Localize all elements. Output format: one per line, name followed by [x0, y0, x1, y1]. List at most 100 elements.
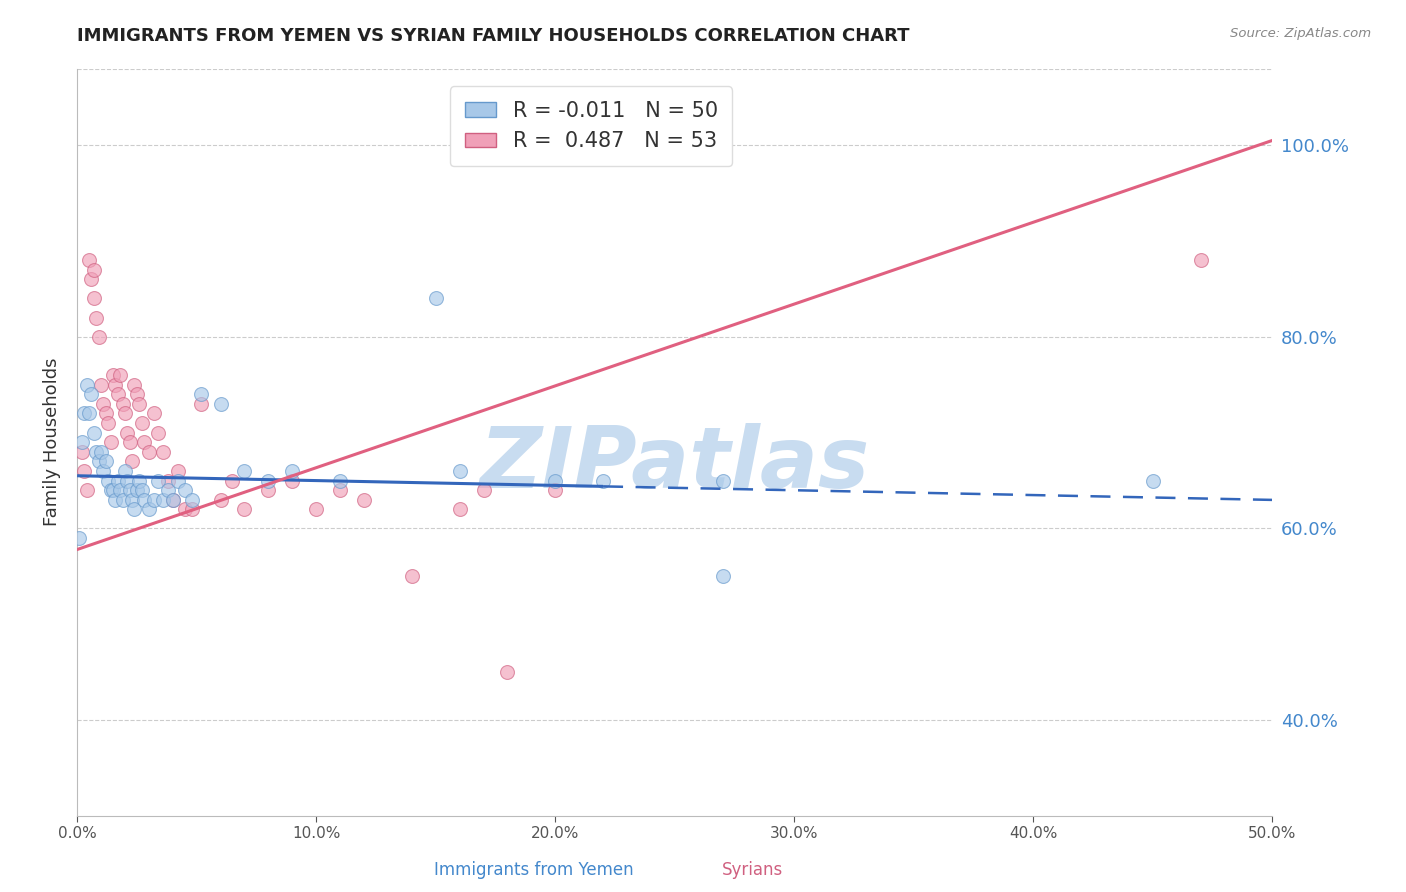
Point	[425, 292, 447, 306]
Point	[472, 483, 495, 497]
Point	[329, 483, 352, 497]
Point	[83, 425, 105, 440]
Point	[94, 407, 117, 421]
Y-axis label: Family Households: Family Households	[44, 358, 60, 526]
Point	[329, 474, 352, 488]
Point	[156, 474, 179, 488]
Point	[108, 483, 131, 497]
Point	[101, 368, 124, 383]
Point	[124, 502, 146, 516]
Point	[152, 444, 174, 458]
Point	[138, 502, 160, 516]
Point	[83, 292, 105, 306]
Legend: R = -0.011   N = 50, R =  0.487   N = 53: R = -0.011 N = 50, R = 0.487 N = 53	[450, 87, 733, 166]
Point	[80, 387, 103, 401]
Point	[711, 474, 734, 488]
Point	[125, 387, 148, 401]
Point	[108, 368, 131, 383]
Point	[76, 377, 98, 392]
Point	[100, 483, 122, 497]
Point	[104, 492, 127, 507]
Point	[142, 492, 165, 507]
Point	[100, 435, 122, 450]
Point	[221, 474, 243, 488]
Point	[353, 492, 375, 507]
Point	[114, 407, 136, 421]
Point	[73, 407, 96, 421]
Point	[162, 492, 184, 507]
Point	[76, 483, 98, 497]
Text: Syrians: Syrians	[721, 861, 783, 879]
Point	[173, 483, 195, 497]
Point	[449, 464, 471, 478]
Point	[87, 454, 110, 468]
Point	[190, 387, 212, 401]
Point	[80, 272, 103, 286]
Point	[117, 474, 139, 488]
Point	[544, 483, 567, 497]
Point	[111, 492, 134, 507]
Point	[121, 454, 143, 468]
Point	[180, 502, 202, 516]
Point	[114, 464, 136, 478]
Point	[97, 474, 120, 488]
Point	[128, 474, 150, 488]
Point	[107, 387, 129, 401]
Point	[1142, 474, 1164, 488]
Point	[70, 435, 93, 450]
Point	[118, 435, 141, 450]
Point	[711, 569, 734, 583]
Point	[209, 492, 232, 507]
Point	[132, 492, 155, 507]
Point	[257, 483, 280, 497]
Point	[84, 444, 107, 458]
Point	[472, 128, 495, 143]
Point	[83, 262, 105, 277]
Point	[128, 397, 150, 411]
Point	[148, 474, 170, 488]
Point	[592, 474, 614, 488]
Point	[104, 377, 127, 392]
Point	[305, 502, 328, 516]
Point	[401, 569, 423, 583]
Point	[77, 253, 100, 268]
Point	[173, 502, 195, 516]
Point	[544, 474, 567, 488]
Point	[209, 397, 232, 411]
Point	[107, 474, 129, 488]
Point	[1189, 253, 1212, 268]
Point	[111, 397, 134, 411]
Point	[131, 483, 153, 497]
Point	[166, 464, 188, 478]
Point	[233, 464, 256, 478]
Point	[496, 665, 519, 680]
Point	[93, 397, 115, 411]
Point	[124, 377, 146, 392]
Point	[138, 444, 160, 458]
Point	[90, 377, 112, 392]
Point	[69, 531, 91, 545]
Point	[90, 444, 112, 458]
Point	[162, 492, 184, 507]
Point	[73, 464, 96, 478]
Point	[101, 483, 124, 497]
Point	[233, 502, 256, 516]
Point	[121, 492, 143, 507]
Point	[156, 483, 179, 497]
Point	[281, 464, 304, 478]
Point	[142, 407, 165, 421]
Point	[281, 474, 304, 488]
Point	[94, 454, 117, 468]
Point	[125, 483, 148, 497]
Point	[132, 435, 155, 450]
Point	[131, 416, 153, 430]
Text: ZIPatlas: ZIPatlas	[479, 423, 870, 506]
Point	[118, 483, 141, 497]
Point	[152, 492, 174, 507]
Text: Immigrants from Yemen: Immigrants from Yemen	[434, 861, 634, 879]
Point	[449, 502, 471, 516]
Point	[77, 407, 100, 421]
Point	[84, 310, 107, 325]
Point	[180, 492, 202, 507]
Text: IMMIGRANTS FROM YEMEN VS SYRIAN FAMILY HOUSEHOLDS CORRELATION CHART: IMMIGRANTS FROM YEMEN VS SYRIAN FAMILY H…	[77, 27, 910, 45]
